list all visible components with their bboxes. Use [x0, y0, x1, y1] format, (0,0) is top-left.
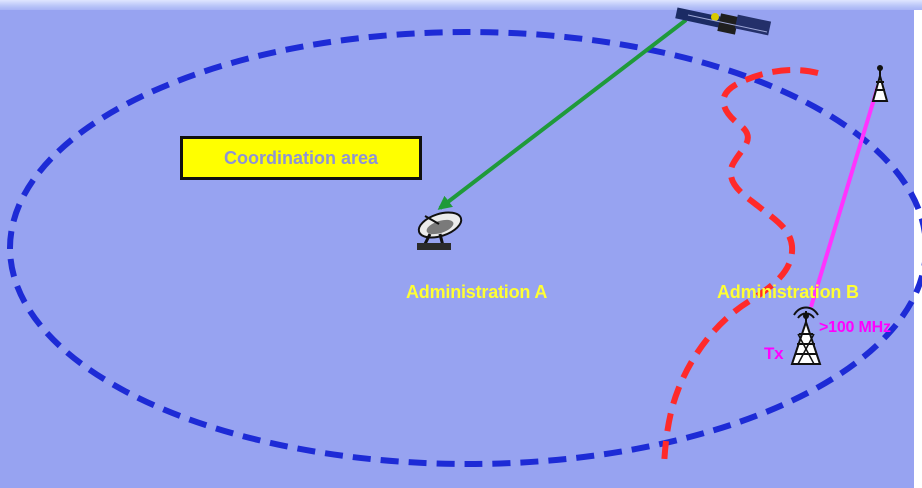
administration-border: [661, 67, 819, 467]
radio-tower-icon: [871, 65, 889, 102]
coordination-boundary: [7, 29, 922, 467]
administration-b-label: Administration B: [717, 282, 859, 302]
terrestrial-link: [809, 85, 880, 308]
satellite-dish-icon: [417, 211, 463, 250]
frequency-label: >100 MHz: [819, 319, 891, 336]
tx-label: Tx: [764, 344, 784, 363]
radio-tower-icon: [790, 306, 822, 365]
administration-a-label: Administration A: [406, 282, 548, 302]
coordination-area-label: Coordination area: [223, 148, 379, 168]
satellite-icon: [675, 7, 772, 36]
satellite-link-arrow: [437, 18, 688, 210]
coordination-area-box: Coordination area: [180, 136, 422, 180]
